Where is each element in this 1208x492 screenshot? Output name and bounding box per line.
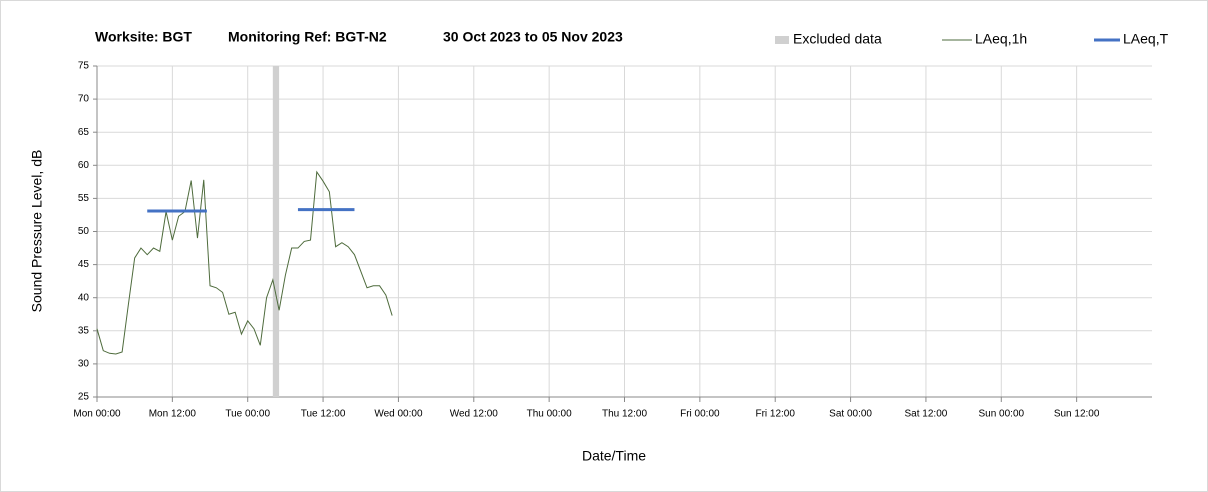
x-tick-label: Tue 12:00 [301,409,346,420]
x-tick-label: Mon 12:00 [149,409,197,420]
legend-swatch [775,36,789,44]
excluded-band [272,66,280,397]
y-tick-label: 65 [78,127,90,138]
y-tick-label: 45 [78,259,90,270]
legend-label: Excluded data [793,31,882,47]
y-tick-label: 75 [78,61,90,72]
chart-title: 30 Oct 2023 to 05 Nov 2023 [443,29,623,45]
series-line [96,170,393,355]
x-tick-label: Tue 00:00 [225,409,270,420]
x-tick-label: Wed 00:00 [374,409,423,420]
y-tick-label: 35 [78,325,90,336]
x-tick-label: Sat 12:00 [905,409,948,420]
y-tick-label: 30 [78,359,90,370]
legend-label: LAeq,T [1123,31,1169,47]
y-tick-label: 55 [78,193,90,204]
chart-title: Worksite: BGT [95,29,192,45]
x-tick-label: Wed 12:00 [450,409,499,420]
x-tick-label: Fri 12:00 [755,409,795,420]
x-tick-label: Sat 00:00 [829,409,872,420]
y-tick-label: 40 [78,292,90,303]
x-tick-label: Thu 00:00 [527,409,572,420]
x-axis-label: Date/Time [582,448,646,464]
y-axis-label: Sound Pressure Level, dB [29,150,45,313]
x-tick-label: Mon 00:00 [73,409,121,420]
y-tick-label: 60 [78,160,90,171]
series-line [147,208,355,213]
y-tick-label: 25 [78,392,90,403]
x-tick-label: Fri 00:00 [680,409,720,420]
legend-label: LAeq,1h [975,31,1027,47]
x-tick-label: Thu 12:00 [602,409,647,420]
y-tick-label: 50 [78,226,90,237]
y-tick-label: 70 [78,94,90,105]
x-tick-label: Sun 12:00 [1054,409,1100,420]
chart-title: Monitoring Ref: BGT-N2 [228,29,387,45]
x-tick-label: Sun 00:00 [978,409,1024,420]
